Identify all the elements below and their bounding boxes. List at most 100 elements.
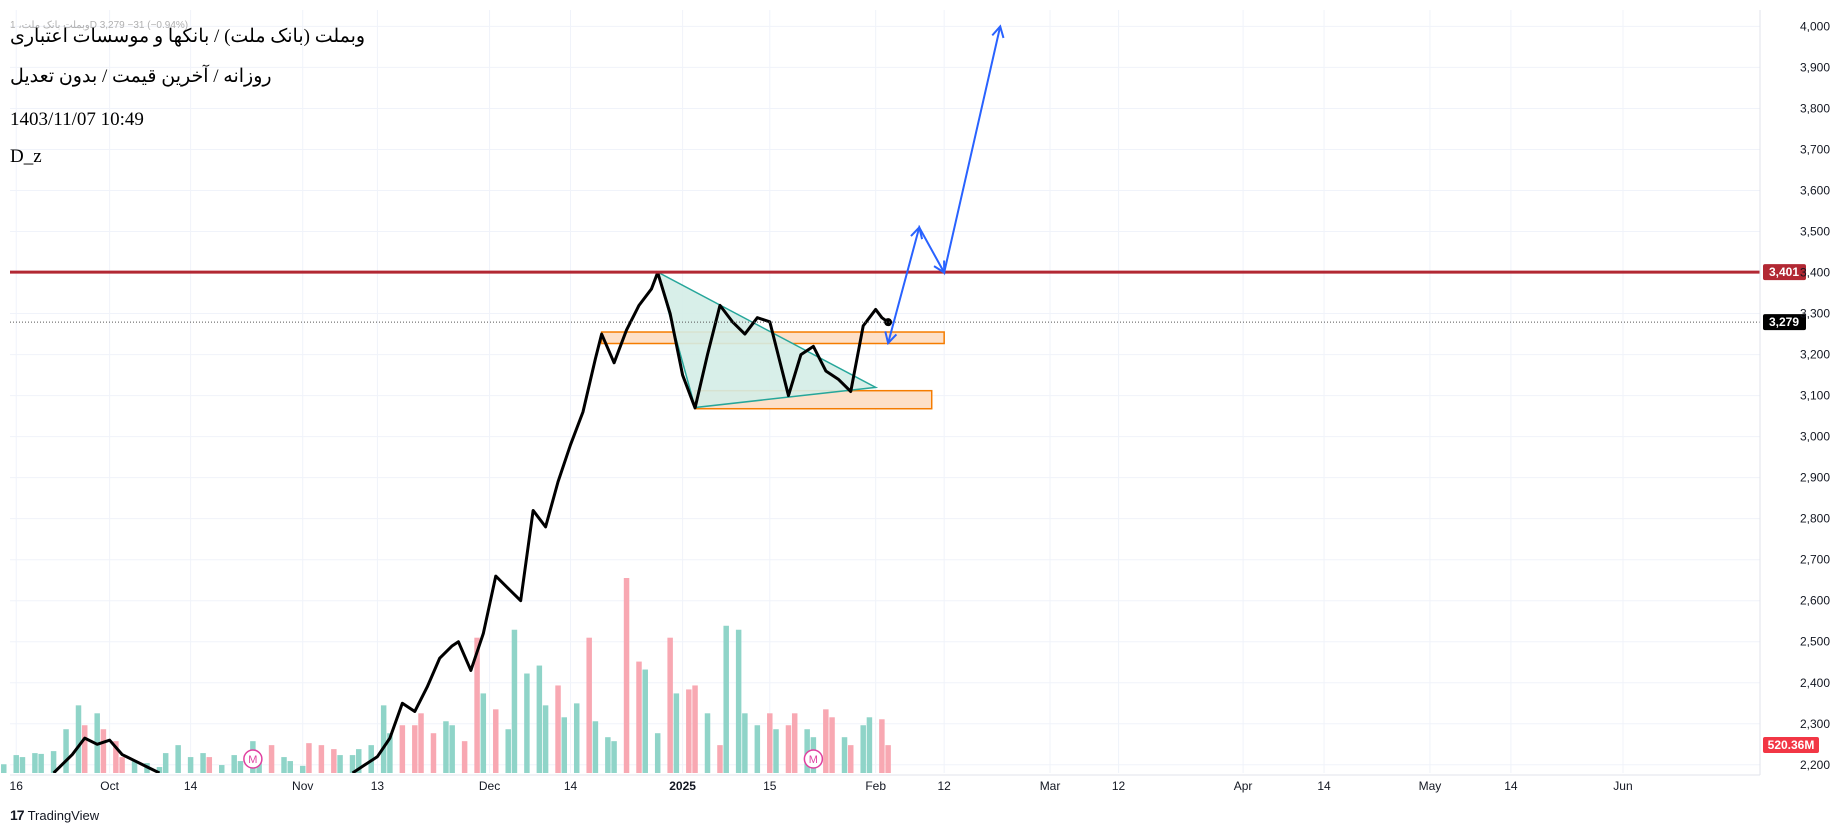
volume-bar [692,685,698,773]
volume-bar [399,725,406,773]
volume-bar [636,661,642,773]
x-tick-label: Dec [479,779,500,793]
projection-arrowhead [991,24,1005,39]
volume-bar [823,709,829,773]
event-marker-label: M [809,754,818,766]
x-tick-label: 12 [1112,779,1126,793]
symbol-line: وبملت بانک ملت، 1D 3,279 −31 (−0.94%) [10,20,189,31]
chart-subtitle: روزانه / آخرین قیمت / بدون تعدیل [10,66,272,87]
volume-bar [505,729,511,773]
event-marker-icon [803,749,824,769]
volume-bar [804,729,810,773]
x-tick-label: 14 [1317,779,1331,793]
volume-bar [219,765,225,773]
volume-bar [50,751,57,773]
volume-bar [611,741,617,773]
x-tick-label: Apr [1234,779,1253,793]
volume-bar [511,629,518,773]
y-tick-label: 3,100 [1800,389,1830,403]
projection-arrowhead-start [884,331,898,346]
volume-bar [113,741,119,773]
volume-bar [75,705,82,773]
y-tick-label: 2,400 [1800,676,1830,690]
volume-bar [449,725,455,773]
volume-bar [623,578,630,773]
volume-bar [654,733,661,773]
volume-bar [573,703,580,773]
projection-arrow-layer [884,24,1005,346]
price-axis[interactable]: 2,200 2,300 2,400 2,500 2,600 2,700 2,800 2,900… [10,10,1830,776]
x-tick-label: 16 [10,779,24,793]
price-line-early [52,736,161,773]
volume-bar [717,745,723,773]
volume-bar [542,705,549,773]
volume-bar [723,625,729,773]
x-tick-label: 15 [763,779,777,793]
y-tick-label: 3,600 [1800,183,1830,197]
volume-bar [81,725,88,773]
volume-bar [119,757,125,773]
tradingview-brand[interactable]: 17 TradingView [10,807,99,823]
last-price-dot [884,318,893,327]
y-tick-label: 3,500 [1800,225,1830,239]
y-tick-label: 3,800 [1800,101,1830,115]
volume-bar [387,733,393,773]
volume-bar [704,713,711,773]
volume-bar [555,685,561,773]
volume-bar [443,721,449,773]
volume-bar [667,637,673,773]
volume-bar [237,761,244,773]
y-tick-label: 3,400 [1800,266,1830,280]
chart-title: وبملت (بانک ملت) / بانکها و موسسات اعتبا… [10,26,366,47]
volume-badge [1763,737,1819,753]
y-tick-label: 2,300 [1800,717,1830,731]
tradingview-logo-icon: 17 [10,807,25,823]
volume-bar [187,757,194,773]
projection-path [887,26,1002,344]
x-tick-label: May [1419,779,1442,793]
volume-bar [331,749,337,773]
volume-bar [19,757,26,773]
volume-bar [742,713,748,773]
y-tick-label: 3,300 [1800,307,1830,321]
chart-author: D_z [10,146,42,167]
x-tick-label: 14 [1504,779,1518,793]
volume-bar [100,729,107,773]
volume-bar [879,719,885,773]
y-tick-label: 3,200 [1800,348,1830,362]
volume-bar [1,764,7,773]
volume-bar [735,629,742,773]
volume-histogram [1,578,891,773]
volume-bar [829,717,835,773]
y-tick-label: 3,900 [1800,60,1830,74]
volume-bar [337,755,343,773]
projection-arrowhead [910,225,924,240]
volume-bar [430,733,437,773]
volume-bar [206,757,213,773]
volume-bar [200,753,206,773]
volume-bar [686,689,692,773]
resistance-badge [1763,264,1806,281]
x-tick-label: 14 [184,779,198,793]
x-tick-label: Oct [100,779,119,793]
y-tick-label: 2,900 [1800,471,1830,485]
price-line-layer [52,271,893,773]
volume-bar [605,737,611,773]
volume-bar [306,743,312,773]
volume-bar [592,721,599,773]
volume-bar [586,637,592,773]
time-axis[interactable]: 16 Oct 14 Nov 13 Dec 14 2025 15 Feb 12 Mar 12 Apr 14 Ma… [10,779,1633,793]
volume-bar [356,749,362,773]
volume-bar [754,725,761,773]
y-tick-label: 2,600 [1800,594,1830,608]
volume-bar [299,765,306,773]
volume-bar [231,755,237,773]
volume-bar [885,745,891,773]
volume-value: 520.36M [1768,738,1815,752]
x-tick-label: Jun [1613,779,1632,793]
x-tick-label: 2025 [669,779,696,793]
volume-bar [412,725,418,773]
volume-bar [461,741,468,773]
